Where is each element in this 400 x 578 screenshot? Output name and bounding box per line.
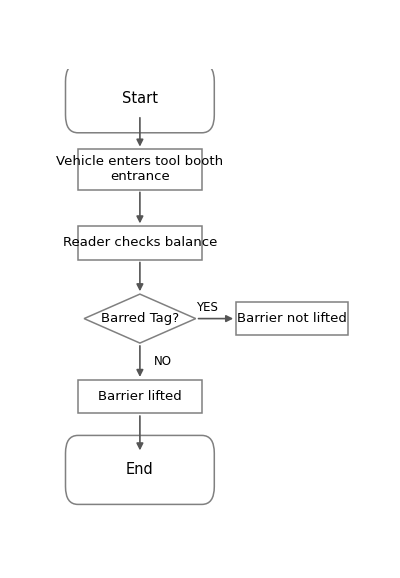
Text: Barrier not lifted: Barrier not lifted <box>237 312 347 325</box>
Text: NO: NO <box>154 355 172 368</box>
Text: Barred Tag?: Barred Tag? <box>101 312 179 325</box>
Text: End: End <box>126 462 154 477</box>
Bar <box>78 226 202 260</box>
Bar <box>78 380 202 413</box>
Text: Barrier lifted: Barrier lifted <box>98 390 182 403</box>
Text: Vehicle enters tool booth
entrance: Vehicle enters tool booth entrance <box>56 155 224 183</box>
Bar <box>236 302 348 335</box>
FancyBboxPatch shape <box>66 435 214 505</box>
Text: Reader checks balance: Reader checks balance <box>63 236 217 250</box>
Bar <box>78 150 202 190</box>
Polygon shape <box>84 294 196 343</box>
Text: YES: YES <box>196 301 218 314</box>
FancyBboxPatch shape <box>66 64 214 133</box>
Text: Start: Start <box>122 91 158 106</box>
